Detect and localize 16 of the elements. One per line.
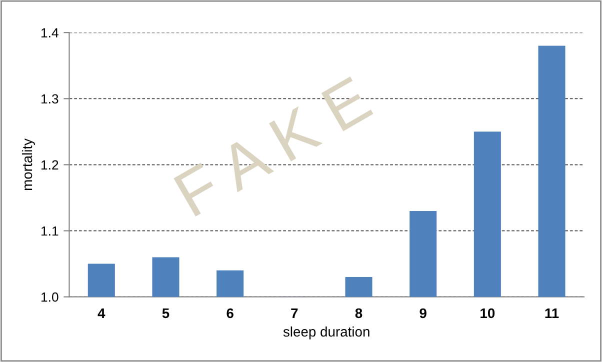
y-tick-label: 1.1 xyxy=(41,226,58,236)
annotation: F A K E xyxy=(174,76,374,216)
y-tick-label: 1.3 xyxy=(41,94,58,104)
x-tick-label: 10 xyxy=(480,308,495,318)
y-axis-title: mortality xyxy=(22,138,35,190)
x-tick-label: 5 xyxy=(162,308,170,318)
x-tick-label: 8 xyxy=(355,308,362,318)
x-axis-title: sleep duration xyxy=(283,326,370,340)
y-tick-label: 1.0 xyxy=(41,292,58,302)
y-tick-label: 1.2 xyxy=(41,160,58,170)
x-tick-label: 4 xyxy=(98,308,106,318)
x-tick-label: 9 xyxy=(420,308,426,318)
x-tick-label: 6 xyxy=(226,308,234,318)
x-tick-label: 7 xyxy=(291,308,298,318)
x-tick-label: 11 xyxy=(545,308,559,318)
y-tick-label: 1.4 xyxy=(41,28,58,38)
